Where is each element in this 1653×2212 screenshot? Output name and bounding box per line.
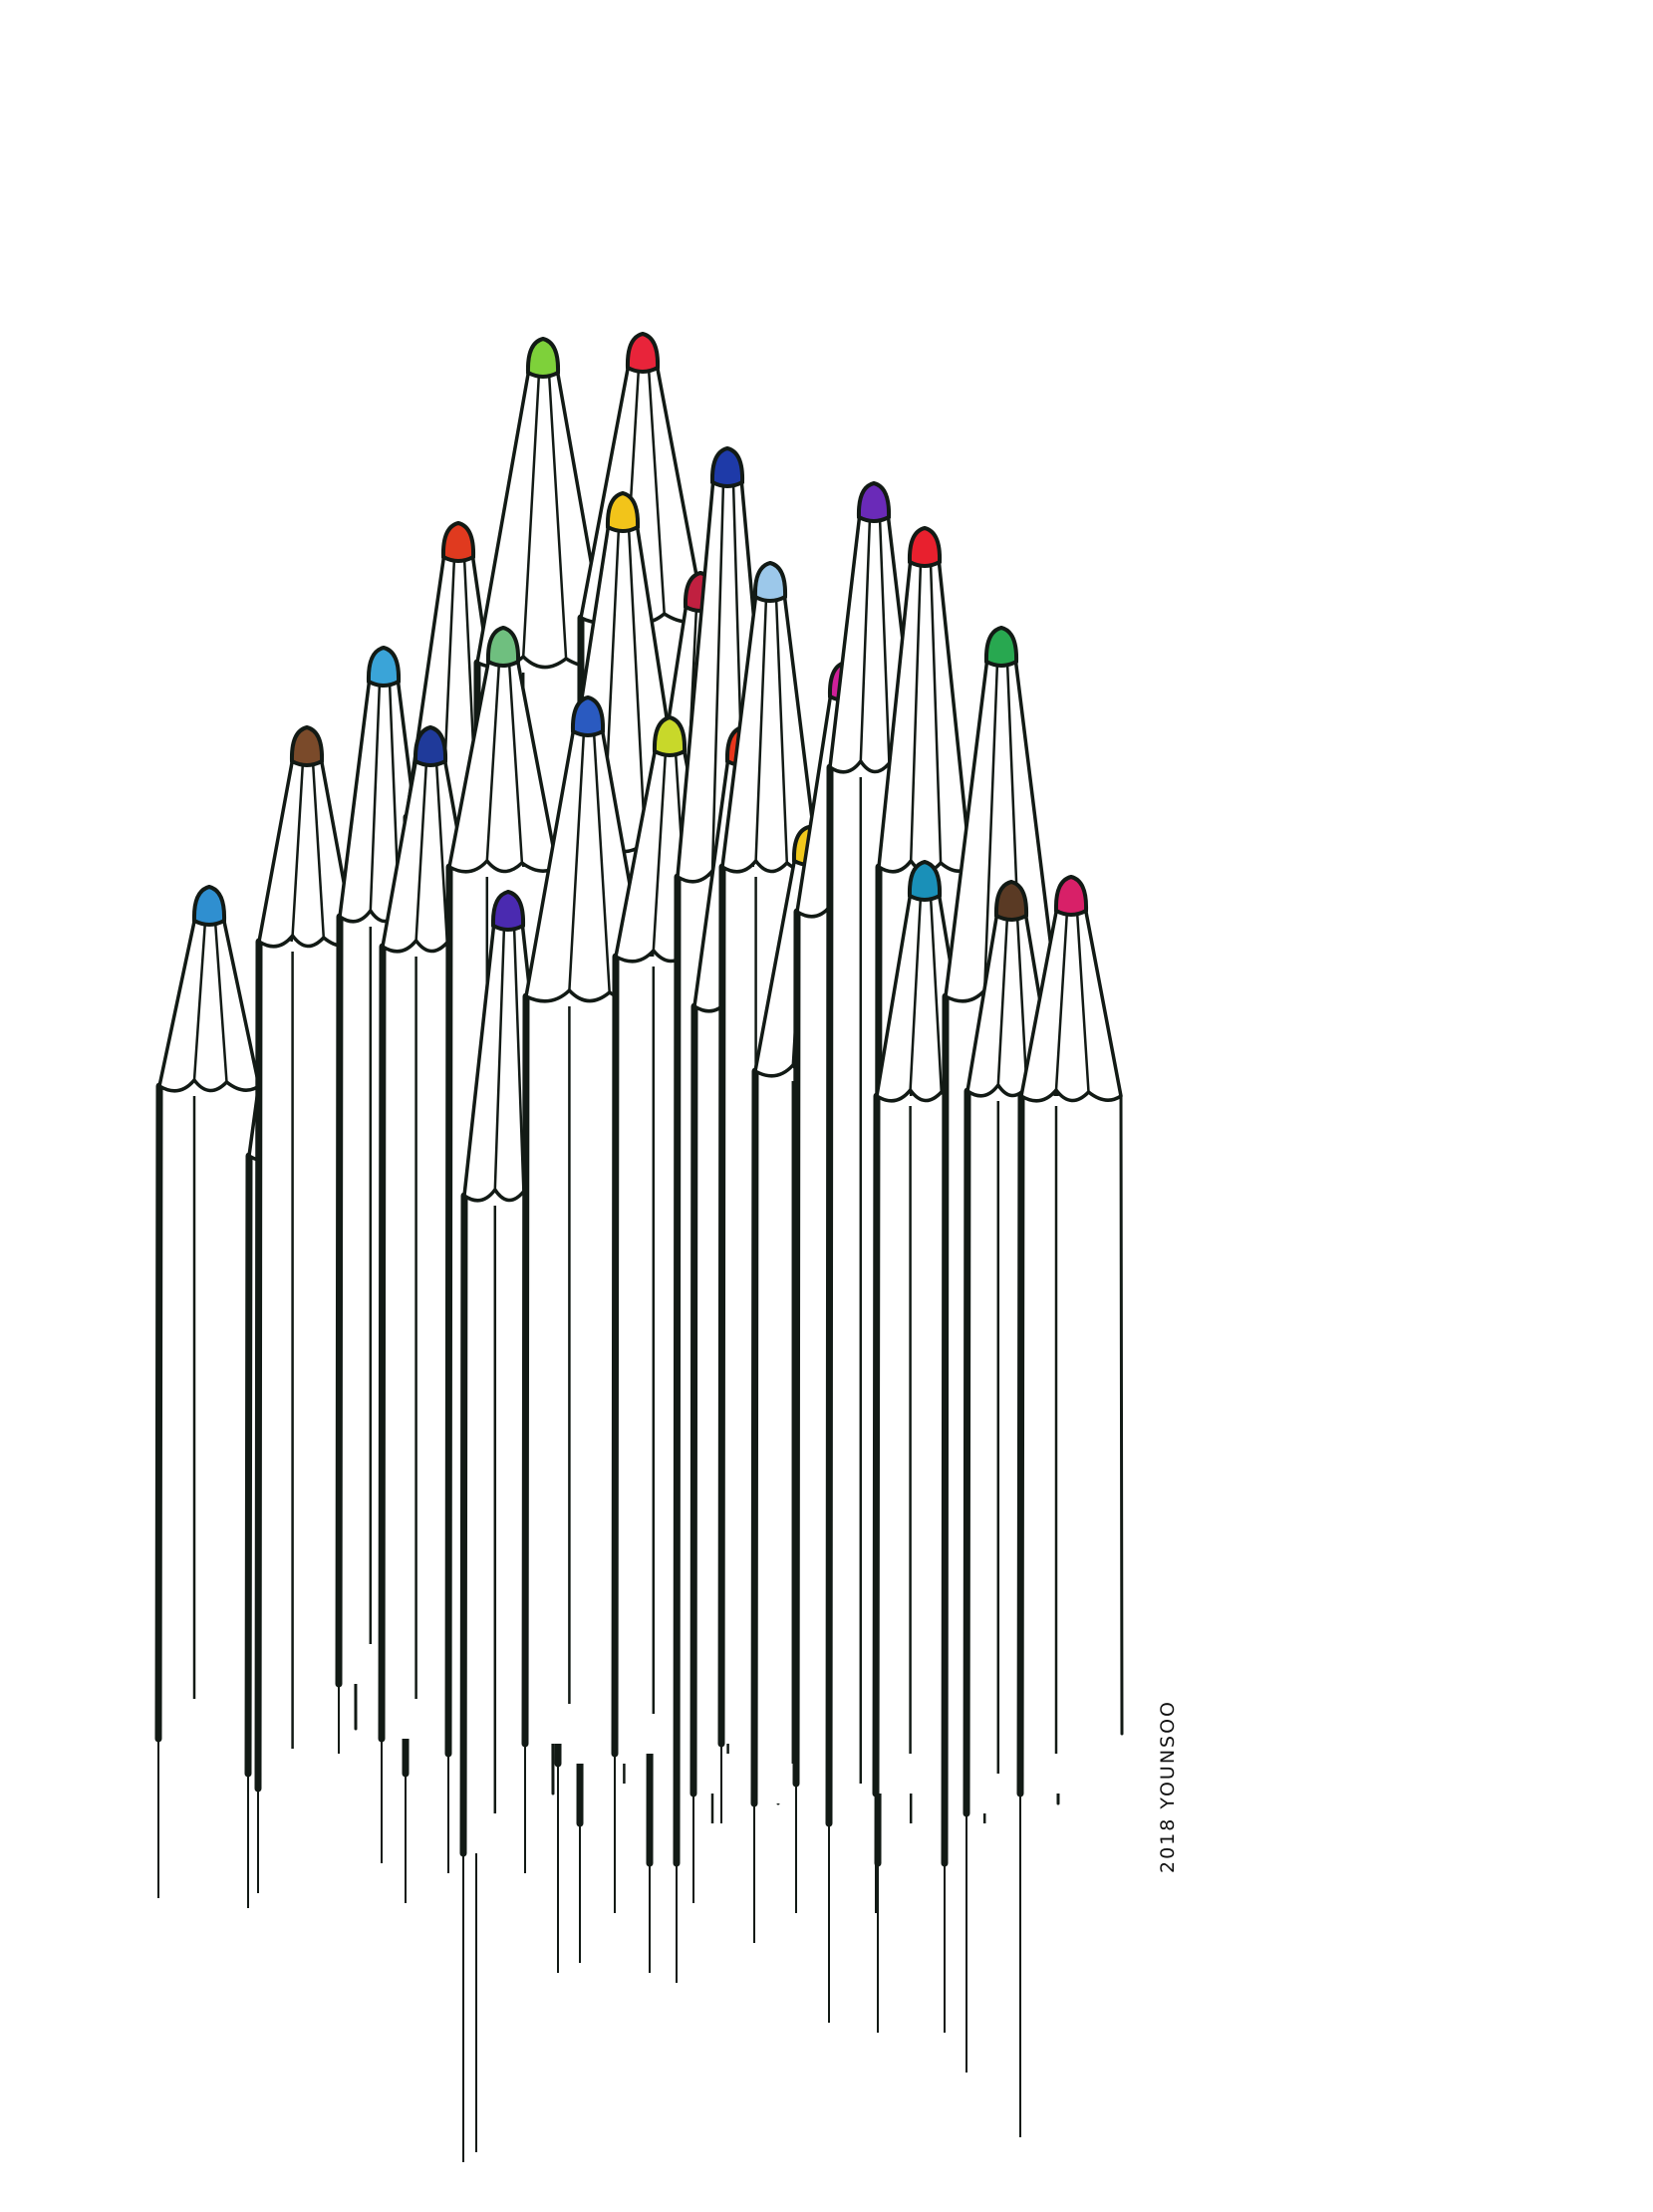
pencil-left-edge bbox=[673, 873, 682, 1867]
royal-blue-tip bbox=[570, 694, 606, 737]
purple-tip bbox=[856, 480, 892, 523]
pencil-left-edge bbox=[792, 908, 801, 1788]
crimson-tip bbox=[625, 331, 661, 374]
teal-tip bbox=[907, 859, 943, 902]
pink-tip bbox=[1053, 874, 1089, 917]
pencil-left-edge bbox=[750, 1067, 759, 1807]
pencil-group bbox=[154, 331, 1124, 2162]
pencil-left-edge bbox=[521, 992, 530, 1748]
cone-facets bbox=[521, 372, 568, 660]
lime-green-tip bbox=[525, 336, 561, 379]
pencil-cone bbox=[157, 915, 261, 1093]
cone-facets bbox=[493, 925, 525, 1193]
brown-tip bbox=[289, 724, 325, 767]
cone-facets bbox=[568, 730, 611, 993]
cone-facets bbox=[754, 596, 789, 864]
navy-tip bbox=[413, 724, 448, 767]
pencil-left-edge bbox=[244, 1152, 253, 1778]
cone-facets bbox=[291, 760, 326, 939]
light-blue-tip bbox=[752, 560, 788, 603]
scarlet-tip bbox=[907, 525, 943, 568]
pencil-left-edge bbox=[335, 913, 344, 1688]
pencil-left-edge bbox=[963, 1087, 971, 1817]
blue-tip bbox=[191, 884, 227, 927]
orange-red-tip bbox=[440, 520, 476, 563]
cone-facets bbox=[1054, 910, 1090, 1093]
pencil-left-edge bbox=[378, 943, 387, 1743]
mint-green-tip bbox=[485, 625, 521, 668]
cobalt-tip bbox=[709, 445, 745, 488]
pencil-left-edge bbox=[717, 863, 726, 1748]
pencil-left-edge bbox=[611, 953, 620, 1758]
cone-facets bbox=[485, 661, 524, 864]
sky-blue-tip bbox=[366, 645, 402, 688]
pencil bbox=[154, 884, 262, 1898]
pencil-left-edge bbox=[1016, 1092, 1025, 1797]
pencil-left-edge bbox=[825, 763, 834, 1827]
pencil-left-edge bbox=[254, 938, 263, 1793]
yellow-green-tip bbox=[652, 714, 688, 757]
pencil-body bbox=[159, 1086, 259, 1739]
green-tip bbox=[983, 625, 1019, 668]
yellow-tip bbox=[605, 490, 641, 533]
violet-tip bbox=[490, 889, 526, 932]
cone-facets bbox=[909, 561, 943, 864]
pencil-cone bbox=[1019, 905, 1123, 1103]
cone-facets bbox=[996, 915, 1028, 1088]
pencil-body bbox=[1021, 1096, 1121, 1794]
pencil-left-edge bbox=[941, 992, 950, 1867]
cone-facets bbox=[414, 760, 449, 944]
pencil-left-edge bbox=[689, 1002, 698, 1797]
pencil-left-edge bbox=[444, 863, 453, 1758]
pencil-left-edge bbox=[872, 1092, 881, 1797]
pencil-cone bbox=[447, 656, 559, 874]
pencil-left-edge bbox=[154, 1082, 163, 1743]
cone-facets bbox=[859, 516, 891, 764]
dark-brown-tip bbox=[993, 879, 1029, 922]
cone-facets bbox=[909, 895, 944, 1093]
pencil-right-edge bbox=[1119, 1094, 1124, 1736]
pencil bbox=[1016, 874, 1124, 2137]
cone-facets bbox=[192, 920, 228, 1083]
pencil-left-edge bbox=[459, 1192, 468, 1857]
